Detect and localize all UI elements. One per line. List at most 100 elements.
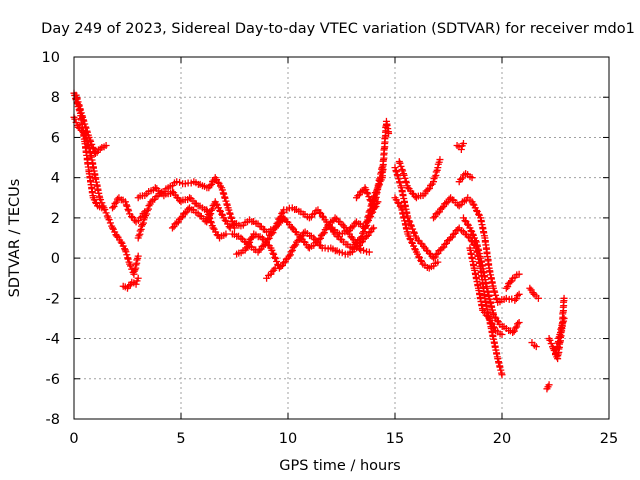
data-point-fill xyxy=(506,278,514,286)
data-point-fill xyxy=(320,229,328,237)
data-point-fill xyxy=(417,256,425,264)
data-point-fill xyxy=(277,262,285,270)
data-point-fill xyxy=(138,221,146,229)
data-point-fill xyxy=(377,165,385,173)
data-point-fill xyxy=(244,243,252,251)
data-point-fill xyxy=(554,339,562,347)
data-point-fill xyxy=(359,229,367,237)
data-point xyxy=(534,294,542,302)
data-point xyxy=(113,232,121,240)
data-point-fill xyxy=(321,226,329,234)
data-point-fill xyxy=(368,225,376,233)
data-point-fill xyxy=(111,199,119,207)
data-point-fill xyxy=(490,323,498,331)
data-point-fill xyxy=(558,324,566,332)
data-point xyxy=(271,224,279,232)
chart-title: Day 249 of 2023, Sidereal Day-to-day VTE… xyxy=(41,21,635,37)
data-point-fill xyxy=(123,202,131,210)
data-point xyxy=(438,244,446,252)
data-point-fill xyxy=(214,178,222,186)
data-point-fill xyxy=(427,181,435,189)
data-point xyxy=(168,224,176,232)
data-point xyxy=(121,198,129,206)
data-point-fill xyxy=(212,200,220,208)
data-point xyxy=(288,224,296,232)
data-point xyxy=(515,290,523,298)
data-point xyxy=(472,238,480,246)
data-point-fill xyxy=(132,261,140,269)
data-point xyxy=(226,224,234,232)
data-point xyxy=(222,230,230,238)
data-point xyxy=(498,331,506,339)
data-point-fill xyxy=(88,140,96,148)
data-point-fill xyxy=(512,295,520,303)
data-point-fill xyxy=(246,238,254,246)
data-point-fill xyxy=(113,195,121,203)
data-point-fill xyxy=(357,239,365,247)
data-point-fill xyxy=(319,230,327,238)
data-point-fill xyxy=(294,236,302,244)
data-point-fill xyxy=(221,216,229,224)
data-point xyxy=(109,224,117,232)
data-point-fill xyxy=(268,267,276,275)
data-point xyxy=(134,252,142,260)
data-point-fill xyxy=(290,242,298,250)
data-point-fill xyxy=(131,266,139,274)
data-point xyxy=(434,258,442,266)
data-point xyxy=(258,234,266,242)
data-point-fill xyxy=(431,173,439,181)
data-point-fill xyxy=(559,319,567,327)
data-point-fill xyxy=(401,174,409,182)
data-point-fill xyxy=(555,334,563,342)
data-point-fill xyxy=(396,159,404,167)
data-point-fill xyxy=(428,252,436,260)
plot-area-frame xyxy=(73,56,610,420)
data-point-fill xyxy=(207,206,215,214)
data-point xyxy=(457,146,465,154)
data-point xyxy=(348,234,356,242)
data-point-fill xyxy=(370,201,378,209)
data-point-fill xyxy=(87,137,95,145)
data-point-fill xyxy=(348,223,356,231)
y-tick-label: -8 xyxy=(46,412,60,428)
data-point-fill xyxy=(472,237,480,245)
data-point-fill xyxy=(71,115,79,123)
data-point-fill xyxy=(514,320,522,328)
data-point-fill xyxy=(374,181,382,189)
data-point-fill xyxy=(265,234,273,242)
data-point xyxy=(102,141,110,149)
y-axis-label: SDTVAR / TECUs xyxy=(7,179,23,298)
data-point xyxy=(509,329,517,337)
data-point-fill xyxy=(461,217,469,225)
x-tick-label: 5 xyxy=(176,431,185,447)
data-point xyxy=(117,238,125,246)
data-point-fill xyxy=(365,229,373,237)
data-point-fill xyxy=(354,192,362,200)
data-point-fill xyxy=(493,317,501,325)
y-tick-label: -4 xyxy=(46,332,60,348)
data-point xyxy=(134,274,142,282)
data-point-fill xyxy=(376,175,384,183)
data-point-fill xyxy=(511,324,519,332)
data-point xyxy=(459,139,467,147)
data-point-fill xyxy=(504,283,512,291)
data-point-fill xyxy=(529,289,537,297)
data-point xyxy=(186,194,194,202)
data-point xyxy=(502,284,510,292)
data-point xyxy=(438,204,446,212)
y-tick-label: 10 xyxy=(42,50,60,66)
data-point-fill xyxy=(338,249,346,257)
data-point xyxy=(468,174,476,182)
data-point-fill xyxy=(360,246,368,254)
data-point-fill xyxy=(142,212,150,220)
data-point-fill xyxy=(304,243,312,251)
data-point-fill xyxy=(454,226,462,234)
data-point-fill xyxy=(425,184,433,192)
data-point xyxy=(515,318,523,326)
data-point-fill xyxy=(127,213,135,221)
data-point-fill xyxy=(415,253,423,261)
data-point-fill xyxy=(133,256,141,264)
data-point-fill xyxy=(432,168,440,176)
data-point-fill xyxy=(464,233,472,241)
data-point xyxy=(511,296,519,304)
